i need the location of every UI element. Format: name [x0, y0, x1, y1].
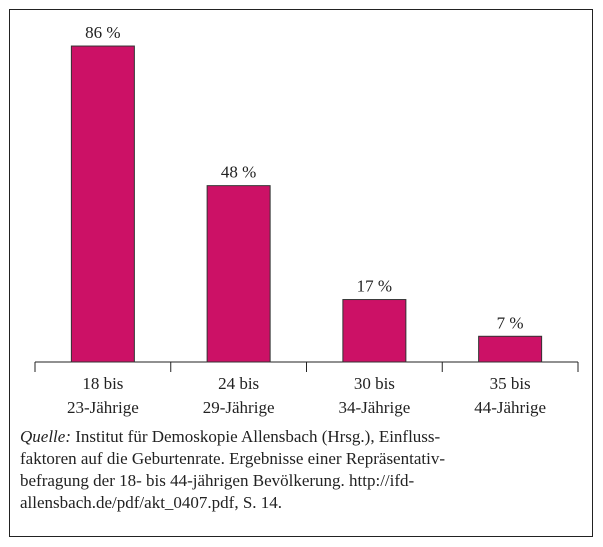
source-text: Institut für Demoskopie Allensbach (Hrsg…	[20, 427, 445, 512]
value-label: 86 %	[85, 23, 120, 42]
source-note: Quelle: Institut für Demoskopie Allensba…	[20, 426, 585, 514]
bar	[206, 185, 271, 363]
chart-frame	[9, 9, 593, 537]
value-label: 17 %	[357, 277, 392, 296]
bar	[70, 45, 135, 363]
x-tick-label: 24 bis 29-Jährige	[202, 374, 275, 417]
x-tick-label: 18 bis 23-Jährige	[66, 374, 139, 417]
value-label: 7 %	[497, 313, 524, 332]
source-label: Quelle:	[20, 427, 71, 446]
bar	[478, 335, 543, 363]
bar	[342, 299, 407, 363]
value-label: 48 %	[221, 163, 256, 182]
x-tick-label: 35 bis 44-Jährige	[474, 374, 546, 417]
x-tick-label: 30 bis 34-Jährige	[338, 374, 411, 417]
